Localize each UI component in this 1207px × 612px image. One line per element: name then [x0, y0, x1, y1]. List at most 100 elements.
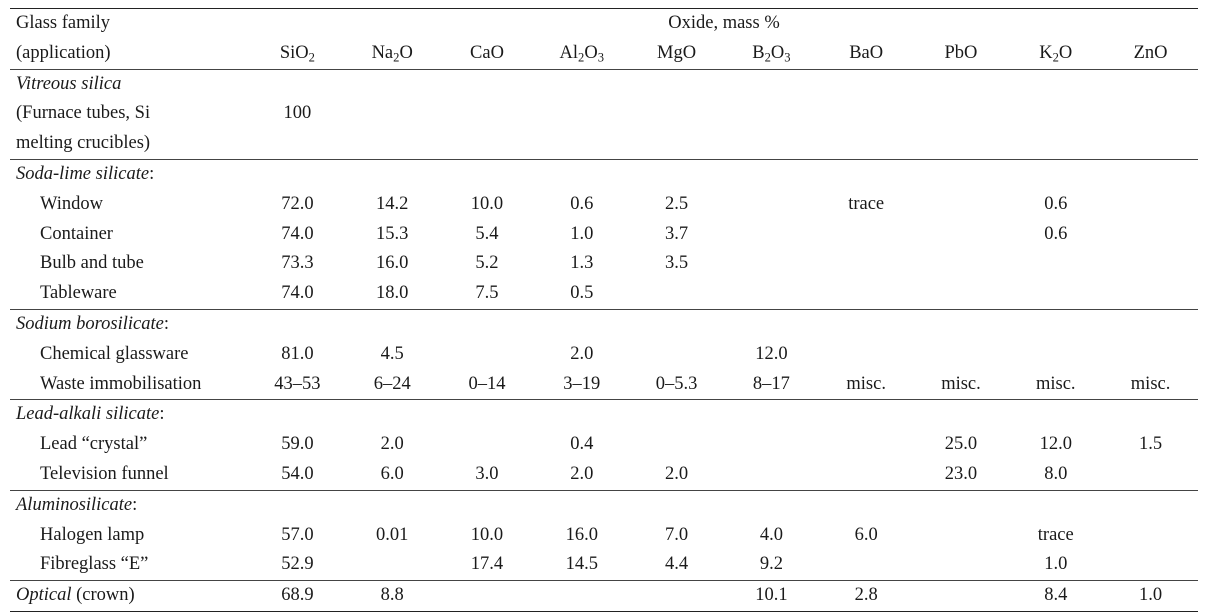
empty-cell [1103, 158, 1198, 190]
value-cell: 7.0 [665, 524, 689, 545]
value-cell: 68.9 [250, 580, 345, 612]
value-cell: 17.4 [470, 554, 504, 575]
value-cell [914, 129, 1009, 159]
table-row: Chemical glassware 81.0 4.5 2.0 12.0 [10, 340, 1198, 370]
value-cell: 9.2 [759, 554, 783, 575]
empty-cell [818, 489, 914, 521]
value-cell: misc. [846, 373, 886, 394]
value-cell: 0–5.3 [655, 373, 698, 394]
group-label: Soda-lime silicate [16, 163, 150, 184]
value-cell: 16.0 [565, 524, 598, 545]
value-cell: 16.0 [376, 253, 409, 274]
group-header-row: Soda-lime silicate: [10, 158, 1198, 190]
value-cell [724, 430, 819, 460]
empty-cell [250, 489, 345, 521]
value-cell [440, 340, 535, 370]
value-cell [250, 129, 345, 159]
table-row: Waste immobilisation 43–53 6–24 0–14 3–19 0–5… [10, 370, 1198, 400]
empty-cell [439, 308, 535, 340]
table-body: Vitreous silica (Furnace tubes, Si 100 melt… [10, 68, 1198, 612]
oxide-formula: SiO [279, 42, 309, 63]
oxide-header: MgO [629, 39, 724, 69]
value-cell: 0.4 [570, 434, 594, 455]
empty-cell [250, 308, 345, 340]
oxide-formula: B [752, 42, 765, 63]
oxide-formula: BaO [849, 42, 884, 63]
empty-cell [250, 158, 345, 190]
oxide-header: ZnO [1103, 39, 1198, 69]
empty-cell [818, 399, 914, 431]
group-header-row: Aluminosilicate: [10, 489, 1198, 521]
value-cell: 73.3 [281, 253, 314, 274]
value-cell [913, 580, 1009, 612]
value-cell [534, 580, 630, 612]
value-cell [534, 99, 629, 129]
value-cell: 4.5 [380, 343, 404, 364]
empty-cell [629, 68, 724, 100]
value-cell: 0.6 [1044, 223, 1068, 244]
value-cell [819, 550, 914, 580]
empty-cell [534, 68, 630, 100]
value-cell: 0–14 [468, 373, 506, 394]
empty-cell [629, 399, 724, 431]
value-cell [724, 190, 819, 220]
value-cell: 0.6 [1044, 193, 1068, 214]
group-label: Optical [16, 585, 72, 606]
value-cell [819, 430, 914, 460]
empty-cell [534, 399, 630, 431]
oxide-formula: Al [559, 42, 579, 63]
table-row: Fibreglass “E” 52.9 17.4 14.5 4.4 9.2 1.0 [10, 550, 1198, 580]
empty-cell [439, 399, 535, 431]
value-cell [345, 550, 440, 580]
value-cell: 8.0 [1044, 463, 1068, 484]
empty-cell [1103, 489, 1198, 521]
application-label: Waste immobilisation [40, 373, 202, 394]
value-cell [439, 580, 535, 612]
value-cell [1103, 220, 1198, 250]
oxide-subscript: 3 [597, 50, 605, 65]
value-cell [629, 580, 724, 612]
value-cell [724, 249, 819, 279]
empty-cell [1103, 399, 1198, 431]
application-label: (Furnace tubes, Si [16, 103, 151, 124]
value-cell: misc. [1035, 373, 1076, 394]
empty-cell [250, 399, 345, 431]
value-cell: misc. [941, 373, 981, 394]
empty-cell [913, 399, 1009, 431]
value-cell: 5.2 [475, 253, 499, 274]
value-cell: 81.0 [281, 343, 314, 364]
value-cell: 18.0 [376, 283, 409, 304]
group-label-cell: Vitreous silica [10, 68, 250, 100]
value-cell [819, 340, 914, 370]
value-cell: 6–24 [373, 373, 411, 394]
value-cell [724, 279, 819, 309]
value-cell: 74.0 [281, 223, 314, 244]
oxide-formula: MgO [657, 42, 697, 63]
value-cell [1103, 550, 1198, 580]
table-row: Window 72.0 14.2 10.0 0.6 2.5 trace 0.6 [10, 190, 1198, 220]
value-cell: 3.0 [475, 463, 499, 484]
value-cell [1103, 460, 1198, 490]
value-cell: 8–17 [752, 373, 790, 394]
group-label-cell: Lead-alkali silicate: [10, 399, 250, 431]
value-cell: 2.0 [380, 434, 404, 455]
empty-cell [1008, 399, 1104, 431]
value-cell [914, 521, 1009, 551]
value-cell [819, 220, 914, 250]
oxide-header: Al2O3 [534, 39, 629, 69]
empty-cell [344, 158, 440, 190]
value-cell [1103, 249, 1198, 279]
empty-cell [1008, 489, 1104, 521]
value-cell [724, 129, 819, 159]
empty-cell [913, 489, 1009, 521]
empty-cell [1008, 158, 1104, 190]
group-label-suffix: : [159, 404, 165, 425]
empty-cell [723, 158, 819, 190]
value-cell: 4.4 [665, 554, 689, 575]
value-cell: 23.0 [944, 463, 978, 484]
oxide-header: K2O [1008, 39, 1103, 69]
empty-cell [723, 68, 819, 100]
value-cell: 1.3 [570, 253, 594, 274]
application-label: Lead “crystal” [40, 434, 148, 455]
